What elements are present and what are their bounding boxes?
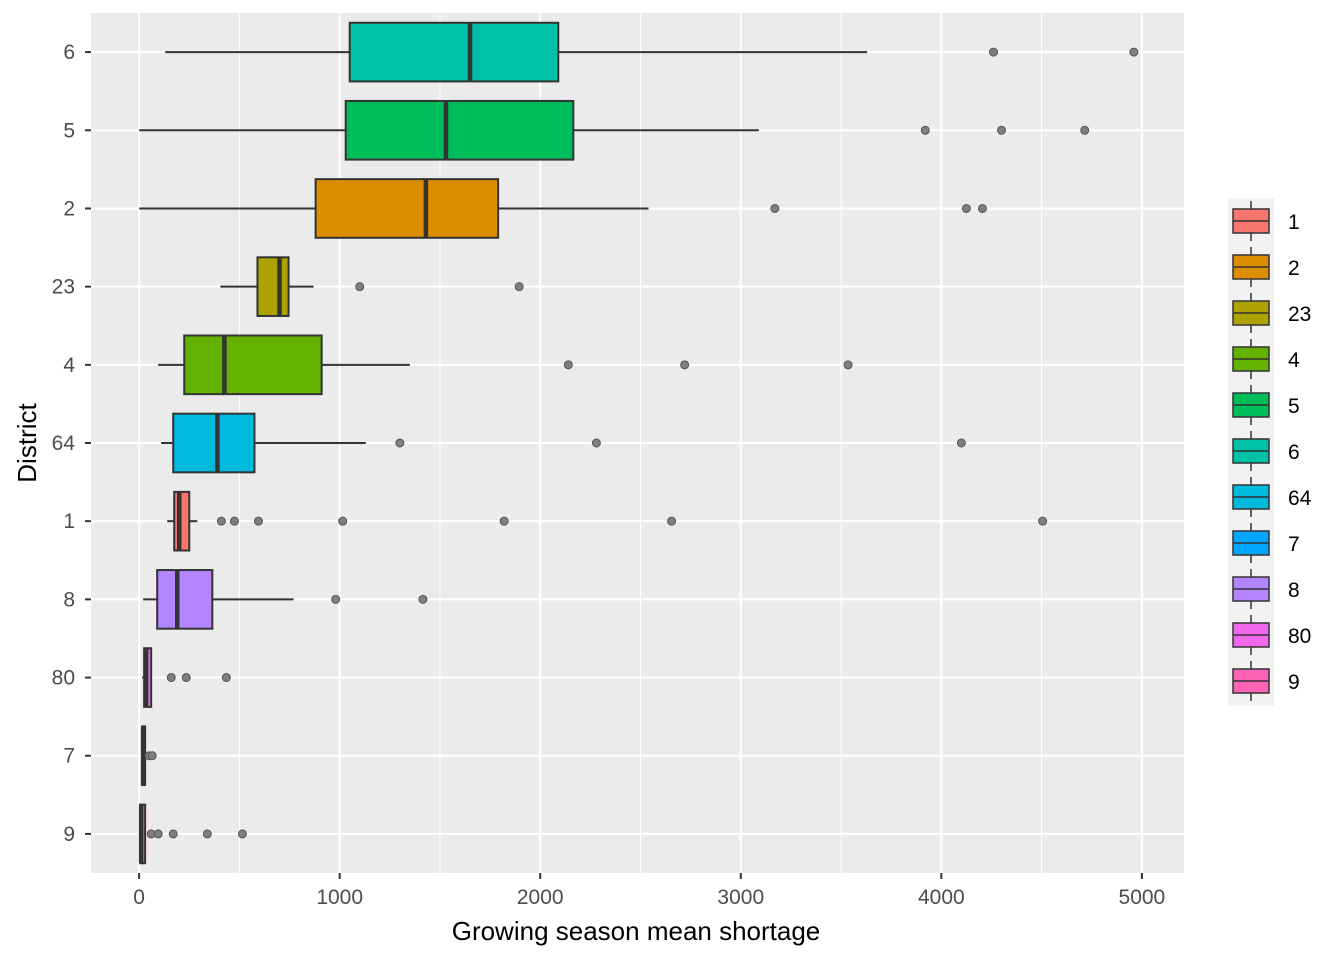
- outlier-point: [338, 516, 348, 526]
- outlier-point: [770, 203, 780, 213]
- iqr-box: [256, 256, 290, 317]
- box-series: [138, 21, 1139, 865]
- legend-label: 64: [1288, 487, 1312, 510]
- legend-item-23: 23: [1232, 293, 1311, 333]
- box-district-5: [139, 99, 1090, 161]
- outlier-point: [977, 203, 987, 213]
- y-tick-label: 23: [52, 276, 75, 299]
- box-district-2: [139, 178, 987, 239]
- box-district-4: [158, 334, 853, 396]
- outlier-point: [153, 829, 163, 839]
- outlier-point: [996, 125, 1006, 135]
- outlier-point: [514, 282, 524, 292]
- legend-item-80: 80: [1232, 615, 1311, 655]
- box-district-7: [140, 725, 157, 787]
- y-tick-label: 6: [63, 41, 75, 64]
- x-tick-label: 4000: [918, 886, 965, 909]
- iqr-box: [156, 569, 214, 630]
- x-tick-label: 3000: [717, 886, 764, 909]
- x-axis-title: Growing season mean shortage: [452, 916, 821, 946]
- legend-label: 4: [1288, 349, 1300, 372]
- legend-label: 6: [1288, 441, 1300, 464]
- y-tick-label: 2: [63, 197, 75, 220]
- legend: 1 2 23 4 5 6 64 7 8 80 9: [1228, 198, 1312, 706]
- box-district-23: [220, 256, 524, 317]
- iqr-box: [183, 334, 323, 396]
- legend-item-1: 1: [1232, 201, 1300, 241]
- outlier-point: [499, 516, 509, 526]
- outlier-point: [237, 829, 247, 839]
- y-tick-label: 1: [63, 510, 75, 533]
- outlier-point: [591, 438, 601, 448]
- legend-label: 8: [1288, 579, 1300, 602]
- outlier-point: [1080, 125, 1090, 135]
- legend-label: 80: [1288, 625, 1311, 648]
- y-tick-label: 9: [63, 823, 75, 846]
- box-district-9: [138, 803, 247, 865]
- outlier-point: [563, 360, 573, 370]
- legend-label: 23: [1288, 303, 1311, 326]
- y-tick-label: 64: [52, 432, 76, 455]
- x-tick-label: 0: [133, 886, 145, 909]
- outlier-point: [168, 829, 178, 839]
- box-district-8: [143, 569, 428, 630]
- legend-label: 9: [1288, 671, 1300, 694]
- outlier-point: [355, 282, 365, 292]
- legend-item-2: 2: [1232, 247, 1300, 287]
- legend-item-64: 64: [1232, 477, 1312, 517]
- outlier-point: [418, 594, 428, 604]
- legend-item-8: 8: [1232, 569, 1300, 609]
- outlier-point: [166, 673, 176, 683]
- outlier-point: [1129, 47, 1139, 57]
- outlier-point: [988, 47, 998, 57]
- y-tick-label: 5: [63, 119, 75, 142]
- legend-label: 7: [1288, 533, 1300, 556]
- outlier-point: [843, 360, 853, 370]
- y-tick-label: 7: [63, 745, 75, 768]
- outlier-point: [680, 360, 690, 370]
- legend-label: 2: [1288, 257, 1300, 280]
- outlier-point: [216, 516, 226, 526]
- outlier-point: [181, 673, 191, 683]
- iqr-box: [314, 178, 500, 239]
- outlier-point: [956, 438, 966, 448]
- outlier-point: [229, 516, 239, 526]
- legend-item-9: 9: [1232, 661, 1300, 701]
- box-district-1: [167, 490, 1048, 552]
- outlier-point: [1038, 516, 1048, 526]
- legend-item-6: 6: [1232, 431, 1300, 471]
- legend-label: 1: [1288, 211, 1300, 234]
- y-tick-label: 80: [52, 667, 75, 690]
- box-district-80: [142, 647, 231, 708]
- y-tick-label: 4: [63, 354, 75, 377]
- outlier-point: [920, 125, 930, 135]
- outlier-point: [961, 203, 971, 213]
- outlier-point: [221, 673, 231, 683]
- y-tick-label: 8: [63, 588, 75, 611]
- legend-item-4: 4: [1232, 339, 1300, 379]
- iqr-box: [172, 412, 256, 474]
- box-district-6: [165, 21, 1139, 83]
- legend-item-5: 5: [1232, 385, 1300, 425]
- outlier-point: [667, 516, 677, 526]
- outlier-point: [202, 829, 212, 839]
- x-axis-ticks: 0 1000 2000 3000 4000 5000: [133, 873, 1165, 909]
- box-district-64: [161, 412, 966, 474]
- x-tick-label: 2000: [517, 886, 564, 909]
- y-axis-ticks: 6 5 2 23 4 64 1 8 80 7 9: [52, 41, 91, 846]
- iqr-box: [344, 99, 575, 161]
- outlier-point: [395, 438, 405, 448]
- iqr-box: [173, 490, 191, 552]
- y-axis-title: District: [12, 403, 42, 483]
- outlier-point: [253, 516, 263, 526]
- x-tick-label: 5000: [1119, 886, 1166, 909]
- x-tick-label: 1000: [316, 886, 363, 909]
- legend-label: 5: [1288, 395, 1300, 418]
- iqr-box: [348, 21, 560, 83]
- outlier-point: [331, 594, 341, 604]
- legend-item-7: 7: [1232, 523, 1300, 563]
- outlier-point: [147, 751, 157, 761]
